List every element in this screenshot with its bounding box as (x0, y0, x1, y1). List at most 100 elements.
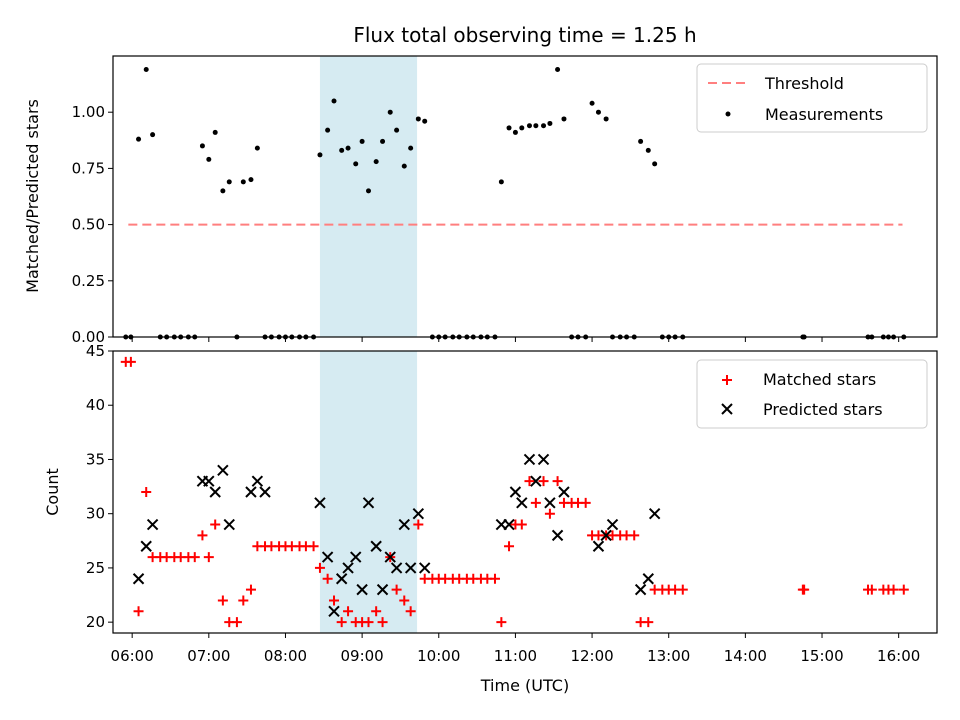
predicted-star-point (600, 529, 612, 542)
predicted-star-point (146, 518, 159, 531)
predicted-star-point (523, 453, 536, 466)
measurement-point (331, 98, 337, 104)
top-y-tick-label: 1.00 (72, 103, 105, 121)
predicted-star-point (356, 583, 368, 596)
bottom-y-axis-label: Count (43, 468, 62, 516)
measurement-point (408, 145, 414, 151)
top-y-axis-label: Matched/Predicted stars (23, 99, 42, 293)
predicted-star-point (592, 540, 605, 552)
predicted-star-point (648, 507, 661, 520)
measurement-point (603, 116, 609, 122)
legend-predicted-label: Predicted stars (763, 400, 883, 419)
predicted-star-point (203, 475, 215, 487)
predicted-star-point (217, 464, 229, 477)
matched-star-point (629, 530, 640, 541)
predicted-star-point (376, 583, 389, 596)
measurement-point (547, 120, 553, 126)
measurement-point (401, 163, 407, 169)
measurement-point (561, 116, 567, 122)
predicted-star-point (551, 529, 564, 542)
measurement-point (394, 127, 400, 133)
legend-x-marker (721, 403, 733, 415)
x-tick-label: 11:00 (494, 647, 537, 665)
bottom-x-ticks: 06:00 07:00 08:00 09:00 10:00 11:00 12:00 13:00… (111, 633, 920, 665)
top-legend-box (696, 63, 928, 133)
matched-star-point (391, 584, 402, 595)
x-axis-label: Time (UTC) (480, 676, 569, 695)
measurement-point (240, 179, 246, 185)
x-tick-label: 06:00 (111, 647, 154, 665)
top-legend: Threshold Measurements (696, 63, 928, 133)
matched-star-point (329, 595, 340, 606)
matched-star-point (203, 552, 214, 563)
bottom-y-ticks: 20 25 30 35 40 45 (86, 342, 113, 631)
predicted-star-points (132, 453, 661, 618)
top-x-ticks (131, 337, 900, 342)
x-tick-label: 08:00 (264, 647, 307, 665)
measurement-point (373, 159, 379, 165)
matched-star-point (238, 595, 249, 606)
measurement-point (555, 66, 561, 72)
top-axes-frame (112, 55, 938, 338)
predicted-star-point (251, 475, 264, 487)
matched-star-point (377, 617, 388, 628)
matched-star-point (677, 584, 688, 595)
predicted-star-point (342, 562, 354, 574)
x-tick-label: 10:00 (417, 647, 460, 665)
measurement-point (645, 147, 651, 153)
top-y-tick-label: 0.50 (72, 216, 105, 234)
matched-star-point (141, 487, 152, 497)
matched-star-point (413, 519, 424, 530)
predicted-star-point (412, 507, 425, 520)
x-tick-label: 07:00 (187, 647, 230, 665)
predicted-star-point (321, 551, 334, 563)
matched-star-point (371, 606, 382, 617)
measurement-point (541, 123, 547, 129)
legend-measurements-label: Measurements (765, 105, 883, 124)
predicted-star-point (544, 497, 556, 509)
top-y-ticks: 0.00 0.25 0.50 0.75 1.00 (72, 103, 113, 346)
legend-threshold-label: Threshold (764, 74, 844, 93)
matched-star-point (504, 541, 515, 552)
predicted-star-point (314, 497, 326, 509)
legend-measurement-swatch (725, 111, 731, 117)
measurement-point (506, 125, 512, 131)
legend-predicted-swatch (721, 403, 733, 415)
matched-star-point (496, 617, 507, 628)
bottom-y-tick-label: 20 (86, 613, 105, 631)
predicted-star-point (259, 486, 271, 498)
matched-star-point (322, 573, 333, 584)
highlight-span-bottom (319, 351, 418, 633)
predicted-star-point (328, 605, 340, 618)
chart-title: Flux total observing time = 1.25 h (353, 23, 696, 47)
matched-star-point (866, 584, 877, 595)
bottom-y-tick-label: 40 (86, 396, 105, 414)
matched-star-point (210, 519, 221, 530)
predicted-star-point (362, 497, 375, 509)
bottom-y-tick-label: 45 (86, 342, 105, 360)
measurement-point (638, 138, 644, 144)
matched-star-point (336, 617, 347, 628)
x-tick-label: 12:00 (570, 647, 613, 665)
matched-star-point (538, 476, 549, 487)
measurement-point (136, 136, 142, 142)
measurement-point (526, 123, 532, 129)
bottom-legend-box (696, 359, 928, 429)
matched-star-point (530, 497, 541, 508)
x-tick-label: 09:00 (340, 647, 383, 665)
predicted-star-point (419, 562, 431, 574)
measurement-point (353, 161, 359, 167)
matched-star-point (133, 606, 144, 617)
x-tick-label: 15:00 (800, 647, 843, 665)
matched-star-point (197, 530, 208, 541)
predicted-star-point (390, 562, 403, 574)
measurement-point (212, 129, 218, 135)
matched-star-point (516, 519, 527, 530)
matched-star-point (643, 617, 654, 628)
bottom-y-tick-label: 30 (86, 505, 105, 523)
measurement-point (415, 116, 421, 122)
matched-star-point (399, 595, 410, 606)
measurement-point (345, 145, 351, 151)
matched-star-point (245, 584, 256, 595)
matched-star-point (580, 497, 591, 508)
